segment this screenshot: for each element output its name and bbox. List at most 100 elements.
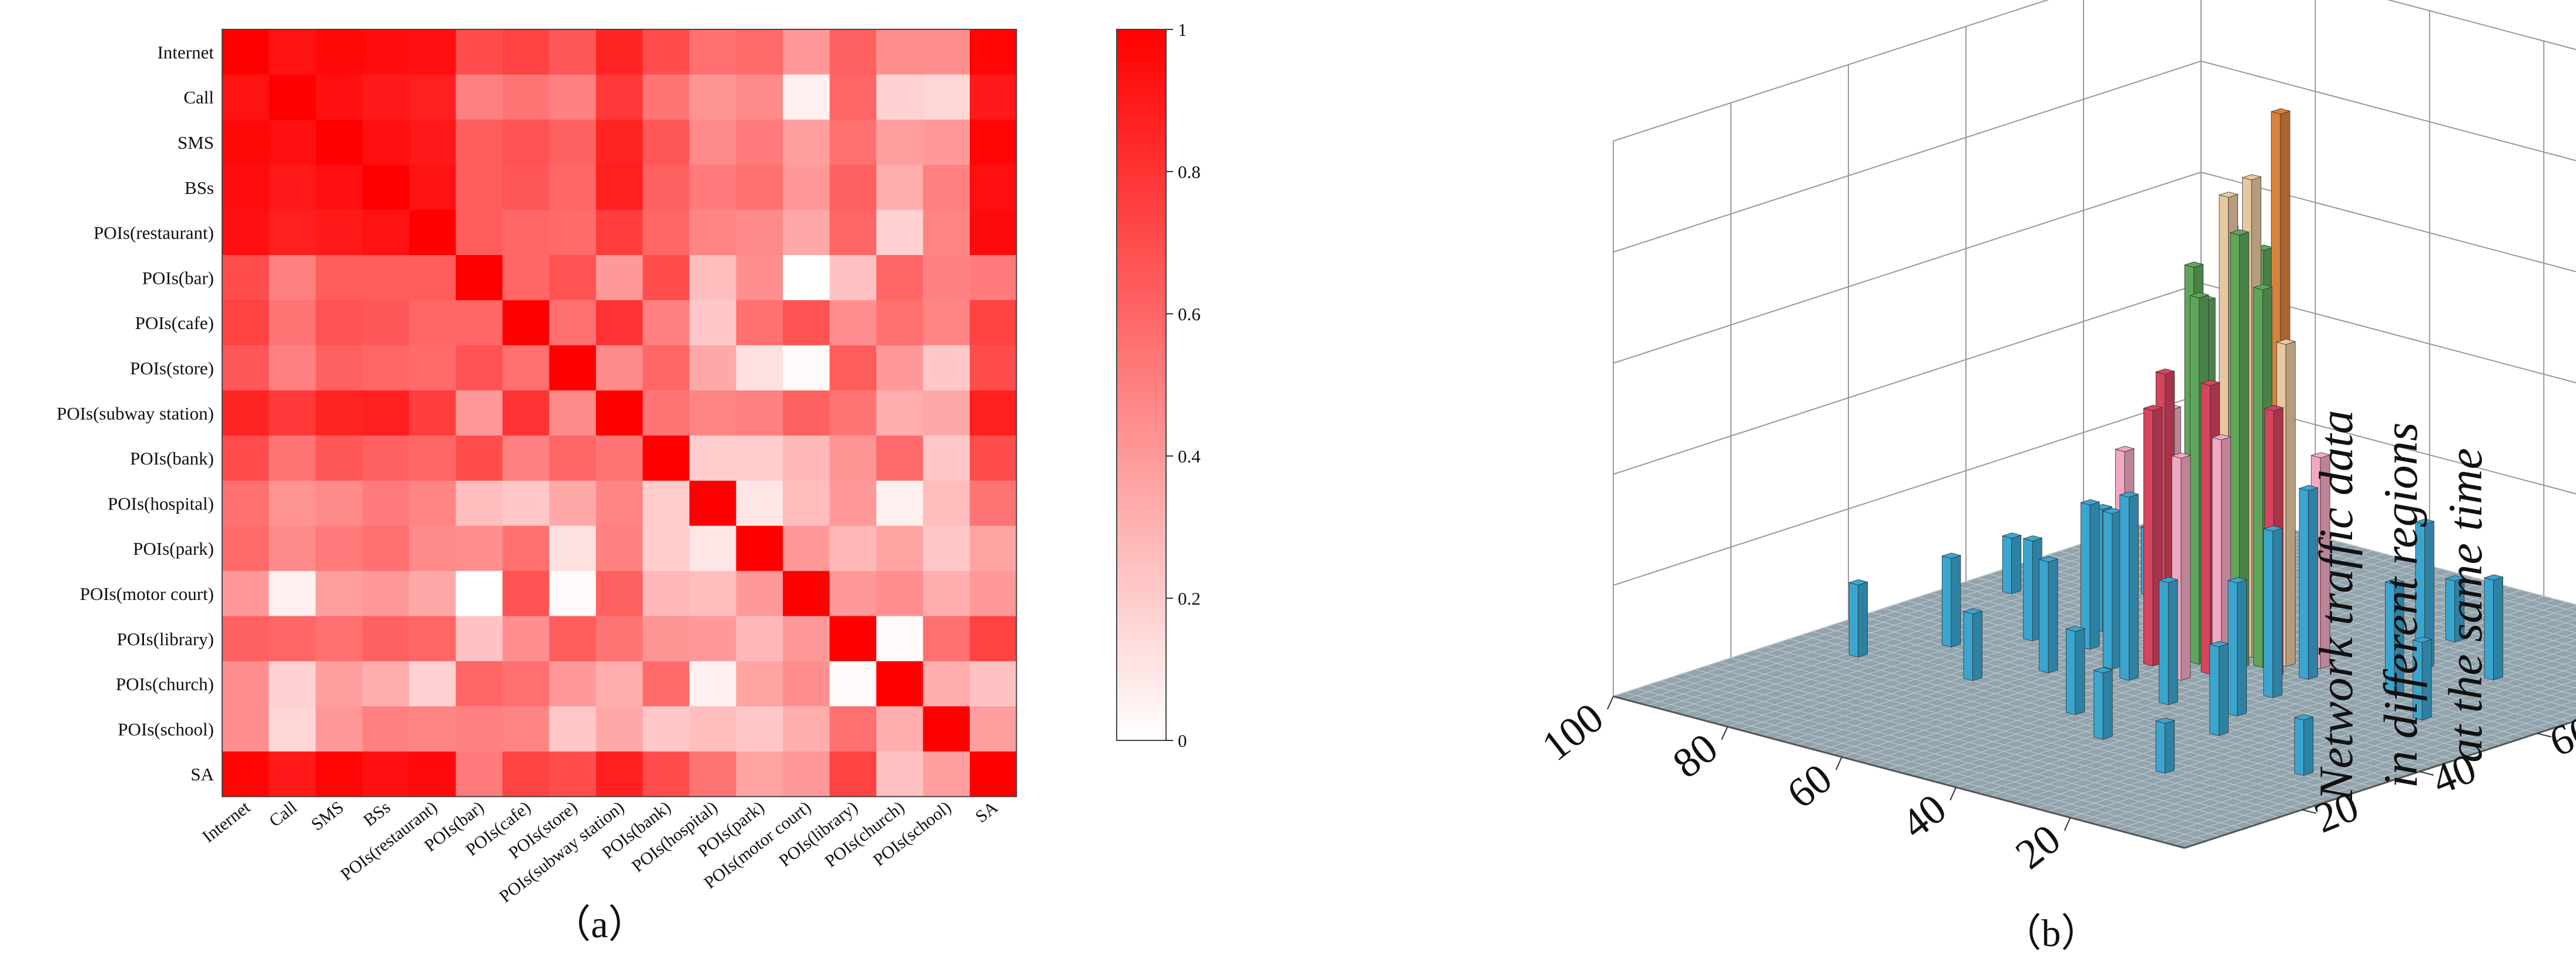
row-label: SMS — [177, 132, 214, 153]
panel-label-b: （b） — [2003, 912, 2100, 955]
heatmap-cell — [783, 390, 830, 436]
heatmap-cell — [596, 525, 644, 572]
heatmap-cell — [876, 390, 924, 436]
heatmap-cell — [923, 661, 970, 707]
heatmap-cell — [876, 435, 924, 481]
heatmap-cell — [549, 74, 597, 120]
row-label: POIs(hospital) — [108, 493, 214, 514]
heatmap-row-labels: Internet Call SMS BSs POIs(restaurant) POIs(b… — [56, 42, 214, 784]
y-tick — [2302, 809, 2317, 814]
heatmap-cell — [689, 345, 737, 391]
wall-grid-line — [1613, 172, 2202, 364]
heatmap-cell — [876, 255, 924, 301]
heatmap-cell — [689, 210, 737, 256]
heatmap-cell — [316, 481, 363, 527]
heatmap-cell — [829, 300, 877, 346]
heatmap-cell — [269, 751, 316, 797]
heatmap-cell — [689, 435, 737, 481]
heatmap-frame — [222, 29, 1017, 797]
heatmap-cell — [736, 525, 783, 572]
x-tick-label: 40 — [1892, 784, 1955, 847]
heatmap-cell — [503, 300, 550, 346]
heatmap-cell — [596, 661, 644, 707]
heatmap-cell — [269, 255, 316, 301]
heatmap-cell — [455, 300, 503, 346]
heatmap-cell — [503, 616, 550, 662]
row-label: POIs(library) — [117, 629, 214, 649]
heatmap-cell — [923, 74, 970, 120]
heatmap-cell — [736, 751, 783, 797]
x-tick — [1721, 726, 1729, 740]
heatmap-cell — [503, 210, 550, 256]
heatmap-cell — [503, 29, 550, 75]
heatmap-cell — [362, 119, 410, 165]
heatmap-cell — [409, 74, 457, 120]
heatmap-cell — [316, 300, 363, 346]
heatmap-cell — [503, 390, 550, 436]
heatmap-cell — [783, 345, 830, 391]
heatmap-cell — [362, 435, 410, 481]
heatmap-cell — [876, 74, 924, 120]
heatmap-cell — [970, 435, 1017, 481]
heatmap-cell — [316, 74, 363, 120]
heatmap-cell — [689, 706, 737, 752]
heatmap-cell — [269, 165, 316, 210]
heatmap-cell — [923, 255, 970, 301]
heatmap-cell — [503, 74, 550, 120]
heatmap-cell — [409, 706, 457, 752]
heatmap-cell — [409, 165, 457, 210]
heatmap-cell — [923, 390, 970, 436]
heatmap-cell — [783, 255, 830, 301]
heatmap-cell — [596, 74, 644, 120]
heatmap-cell — [783, 751, 830, 797]
heatmap-cell — [829, 706, 877, 752]
row-label: Call — [183, 87, 214, 108]
heatmap-cell — [783, 571, 830, 616]
heatmap-cell — [783, 661, 830, 707]
bar3d-column — [2209, 641, 2229, 736]
bar3d-column — [2038, 556, 2059, 673]
heatmap-cell — [736, 119, 783, 165]
heatmap-cell — [362, 706, 410, 752]
heatmap-cell — [316, 706, 363, 752]
heatmap-cell — [362, 525, 410, 572]
heatmap-cell — [222, 751, 270, 797]
row-label: POIs(restaurant) — [93, 223, 214, 243]
colorbar-tick-label: 0.6 — [1178, 304, 1201, 324]
heatmap-cell — [970, 661, 1017, 707]
heatmap-cell — [316, 571, 363, 616]
heatmap-cell — [549, 751, 597, 797]
heatmap-cell — [736, 661, 783, 707]
heatmap-cell — [642, 435, 690, 481]
heatmap-cell — [970, 255, 1017, 301]
heatmap-cell — [362, 481, 410, 527]
heatmap-cell — [269, 210, 316, 256]
heatmap-cell — [783, 29, 830, 75]
heatmap-cell — [970, 390, 1017, 436]
heatmap-cell — [689, 165, 737, 210]
heatmap-cell — [409, 390, 457, 436]
row-label: POIs(store) — [130, 358, 214, 378]
heatmap-cell — [269, 29, 316, 75]
heatmap-cell — [642, 706, 690, 752]
heatmap-cell — [455, 29, 503, 75]
heatmap-cell — [923, 435, 970, 481]
heatmap-cell — [409, 29, 457, 75]
heatmap-cell — [409, 435, 457, 481]
x-tick — [2064, 817, 2071, 831]
heatmap-cell — [876, 751, 924, 797]
heatmap-cell — [362, 300, 410, 346]
heatmap-cell — [736, 481, 783, 527]
heatmap-cell — [269, 300, 316, 346]
x-tick — [1607, 696, 1614, 710]
heatmap-cell — [409, 525, 457, 572]
heatmap-cell — [970, 210, 1017, 256]
heatmap-cell — [876, 165, 924, 210]
bar3d-column — [2102, 508, 2123, 670]
heatmap-cell — [409, 255, 457, 301]
heatmap-cell — [269, 74, 316, 120]
heatmap-cell — [642, 345, 690, 391]
heatmap-cell — [362, 661, 410, 707]
heatmap-colorbar: 0 0.2 0.4 0.6 0.8 1 — [1116, 19, 1201, 751]
heatmap-cell — [549, 435, 597, 481]
